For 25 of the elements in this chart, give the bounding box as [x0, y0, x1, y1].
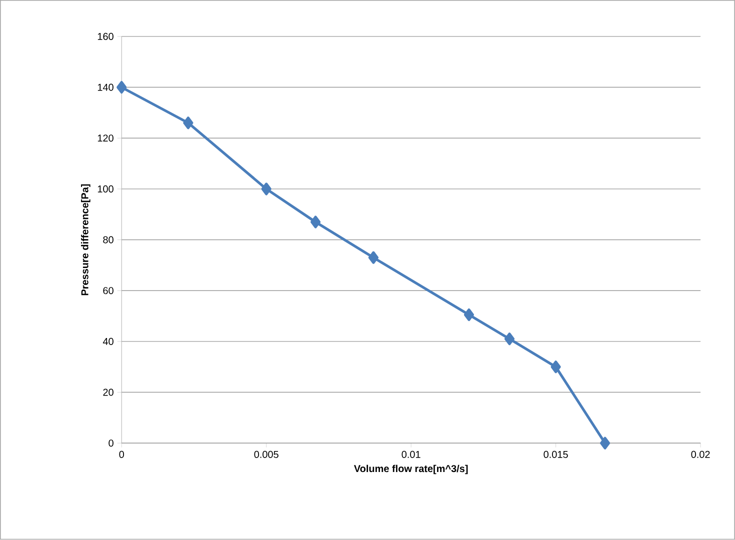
point: [550, 360, 561, 374]
point: [183, 116, 194, 130]
point: [116, 81, 127, 94]
y-tick-label: 160: [98, 33, 114, 40]
y-tick-label: 120: [98, 134, 114, 142]
x-tick-label: 0.01: [402, 451, 420, 458]
point: [310, 216, 321, 228]
point: [368, 251, 378, 264]
x-tick-label: 0.015: [544, 451, 568, 458]
point: [261, 182, 272, 196]
point: [600, 436, 610, 450]
point: [464, 308, 474, 322]
y-tick-label: 40: [102, 338, 114, 346]
x-tick-label: 0.005: [254, 451, 278, 458]
y-tick-label: 100: [98, 186, 114, 193]
y-tick-label: 60: [103, 287, 114, 294]
y-tick-label: 140: [98, 84, 114, 91]
y-tick-label: 80: [103, 236, 114, 244]
y-axis-title: Pressure difference[Pa]: [81, 184, 90, 296]
y-tick-label: 20: [103, 388, 114, 396]
x-axis-title: Volume flow rate[m^3/s]: [354, 464, 468, 474]
point: [504, 332, 515, 346]
y-tick-label: 0: [108, 440, 114, 447]
x-tick-label: 0.02: [691, 451, 710, 458]
x-tick-label: 0: [119, 451, 124, 458]
